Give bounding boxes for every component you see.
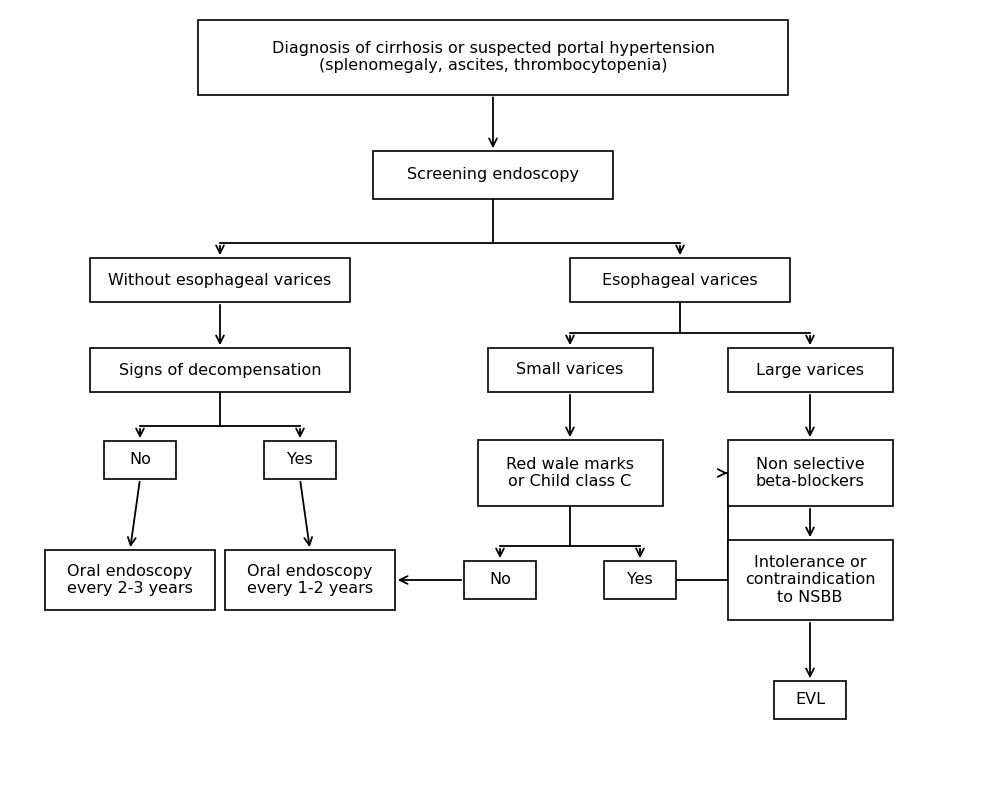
Text: Without esophageal varices: Without esophageal varices [108,272,331,287]
Text: Screening endoscopy: Screening endoscopy [407,168,579,183]
Text: Esophageal varices: Esophageal varices [602,272,758,287]
Text: Diagnosis of cirrhosis or suspected portal hypertension
(splenomegaly, ascites, : Diagnosis of cirrhosis or suspected port… [271,41,715,73]
FancyBboxPatch shape [570,258,790,302]
FancyBboxPatch shape [373,151,613,199]
FancyBboxPatch shape [225,550,395,610]
Text: Yes: Yes [287,453,313,467]
Text: No: No [489,572,511,588]
FancyBboxPatch shape [774,681,846,719]
FancyBboxPatch shape [90,348,350,392]
FancyBboxPatch shape [477,440,663,506]
Text: EVL: EVL [795,693,825,708]
FancyBboxPatch shape [264,441,336,479]
FancyBboxPatch shape [45,550,215,610]
Text: No: No [129,453,151,467]
FancyBboxPatch shape [90,258,350,302]
FancyBboxPatch shape [198,20,788,94]
FancyBboxPatch shape [104,441,176,479]
Text: Large varices: Large varices [756,363,864,378]
Text: Signs of decompensation: Signs of decompensation [118,363,321,378]
Text: Intolerance or
contraindication
to NSBB: Intolerance or contraindication to NSBB [744,555,876,605]
Text: Red wale marks
or Child class C: Red wale marks or Child class C [506,456,634,490]
Text: Small varices: Small varices [517,363,623,378]
Text: Oral endoscopy
every 2-3 years: Oral endoscopy every 2-3 years [67,563,193,597]
FancyBboxPatch shape [728,348,892,392]
FancyBboxPatch shape [604,561,676,599]
FancyBboxPatch shape [728,540,892,620]
FancyBboxPatch shape [487,348,653,392]
FancyBboxPatch shape [464,561,536,599]
Text: Non selective
beta-blockers: Non selective beta-blockers [755,456,865,490]
FancyBboxPatch shape [728,440,892,506]
Text: Yes: Yes [627,572,653,588]
Text: Oral endoscopy
every 1-2 years: Oral endoscopy every 1-2 years [246,563,373,597]
